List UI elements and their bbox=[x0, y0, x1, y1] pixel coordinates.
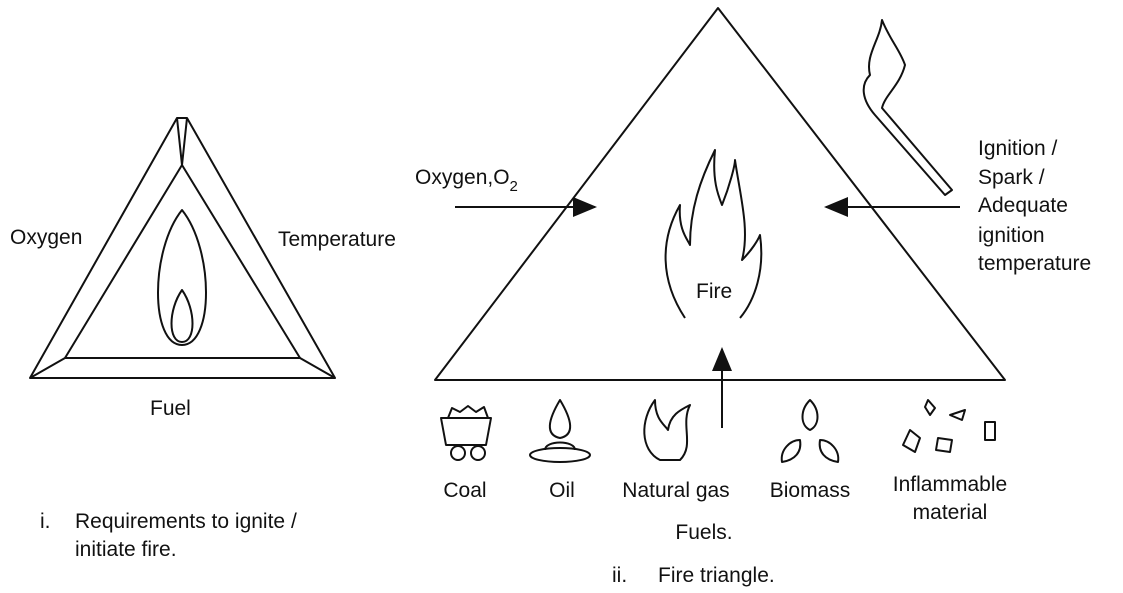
caption-number: i. bbox=[40, 510, 51, 533]
caption-line: initiate fire. bbox=[75, 538, 177, 561]
label-oxygen: Oxygen,O2 bbox=[415, 166, 518, 195]
fuel-icons bbox=[441, 400, 995, 462]
fuel-label: Coal bbox=[443, 479, 486, 502]
fuels-title: Fuels. bbox=[675, 521, 732, 544]
fuel-label: Natural gas bbox=[622, 479, 729, 502]
caption-number: ii. bbox=[612, 564, 627, 587]
label-ignition: temperature bbox=[978, 252, 1091, 275]
fuel-label: Inflammable bbox=[893, 473, 1007, 496]
label-ignition: Adequate bbox=[978, 194, 1068, 217]
fire-triangle bbox=[435, 8, 1005, 380]
oxygen-text: Oxygen,O bbox=[415, 166, 510, 189]
fuel-label: Oil bbox=[549, 479, 575, 502]
label-oxygen: Oxygen bbox=[10, 226, 82, 249]
fuel-label: Biomass bbox=[770, 479, 851, 502]
label-fuel: Fuel bbox=[150, 397, 191, 420]
caption-text: Fire triangle. bbox=[658, 564, 775, 587]
label-ignition: Spark / bbox=[978, 166, 1045, 189]
oxygen-subscript: 2 bbox=[510, 178, 518, 195]
label-ignition: ignition bbox=[978, 224, 1045, 247]
label-ignition: Ignition / bbox=[978, 137, 1058, 160]
match bbox=[864, 20, 952, 195]
caption-line: Requirements to ignite / bbox=[75, 510, 297, 533]
label-temperature: Temperature bbox=[278, 228, 396, 251]
fuel-label: material bbox=[913, 501, 988, 524]
label-fire: Fire bbox=[696, 280, 732, 303]
fire-diagram: Oxygen Temperature Fuel i. Requirements … bbox=[0, 0, 1123, 593]
